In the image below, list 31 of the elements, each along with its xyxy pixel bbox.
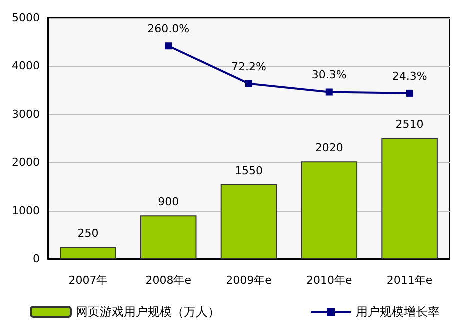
point (326, 88, 333, 96)
data-label: 250 (78, 226, 99, 240)
bar (382, 138, 438, 259)
x-tick-label: 2007年 (68, 274, 108, 287)
point (246, 80, 252, 88)
data-label: 260.0% (148, 22, 190, 36)
data-label: 2020 (315, 142, 344, 155)
legend-label: 网页游戏用户规模（万人） (76, 305, 220, 319)
x-tick-label: 2008年e (146, 274, 192, 287)
bar (140, 216, 197, 259)
data-label: 900 (158, 196, 180, 209)
data-label: 1550 (235, 164, 263, 178)
y-tick-label: 4000 (12, 60, 40, 73)
x-tick-label: 2011年e (386, 274, 433, 287)
data-label: 72.2% (232, 60, 266, 74)
bar (60, 246, 116, 259)
x-tick-label: 2010年e (306, 274, 353, 287)
point (165, 42, 172, 50)
bar (220, 184, 278, 259)
x-tick-label: 2009年e (226, 274, 272, 287)
y-tick-label: 3000 (12, 108, 40, 121)
y-tick-label: 5000 (12, 12, 40, 24)
data-label: 2510 (396, 118, 424, 132)
y-tick-label: 0 (33, 252, 40, 266)
data-label: 30.3% (312, 68, 347, 82)
y-tick-label: 2000 (12, 156, 40, 170)
point (406, 90, 414, 97)
y-tick-label: 1000 (12, 204, 40, 218)
bar (301, 162, 358, 259)
legend-label: 用户规模增长率 (356, 305, 440, 319)
data-label: 24.3% (392, 70, 428, 83)
